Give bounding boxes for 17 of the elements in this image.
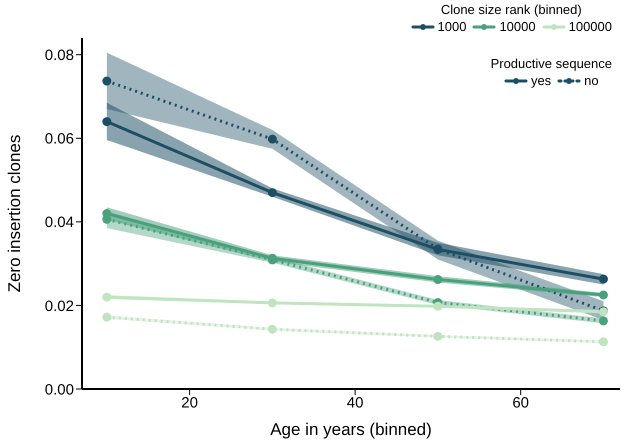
annotation: Productive sequence bbox=[490, 56, 612, 71]
y-tick-label: 0.00 bbox=[44, 381, 74, 398]
x-axis-title: Age in years (binned) bbox=[270, 420, 432, 439]
annotation: yes bbox=[530, 73, 552, 88]
y-tick-label: 0.02 bbox=[44, 298, 74, 315]
x-tick-label: 20 bbox=[181, 394, 198, 412]
y-tick-label: 0.06 bbox=[44, 130, 74, 148]
legend-label: 100000 bbox=[568, 19, 612, 34]
y-tick-label: 0.08 bbox=[44, 47, 74, 64]
legend-label: 10000 bbox=[499, 19, 536, 34]
annotation: no bbox=[584, 73, 599, 88]
legend-label: 1000 bbox=[438, 19, 466, 34]
x-tick-label: 40 bbox=[346, 394, 364, 412]
x-tick-label: 60 bbox=[512, 394, 530, 412]
y-tick-label: 0.04 bbox=[44, 214, 74, 232]
y-axis-title: Zero insertion clones bbox=[5, 134, 24, 292]
legend-title: Clone size rank (binned) bbox=[440, 2, 583, 17]
